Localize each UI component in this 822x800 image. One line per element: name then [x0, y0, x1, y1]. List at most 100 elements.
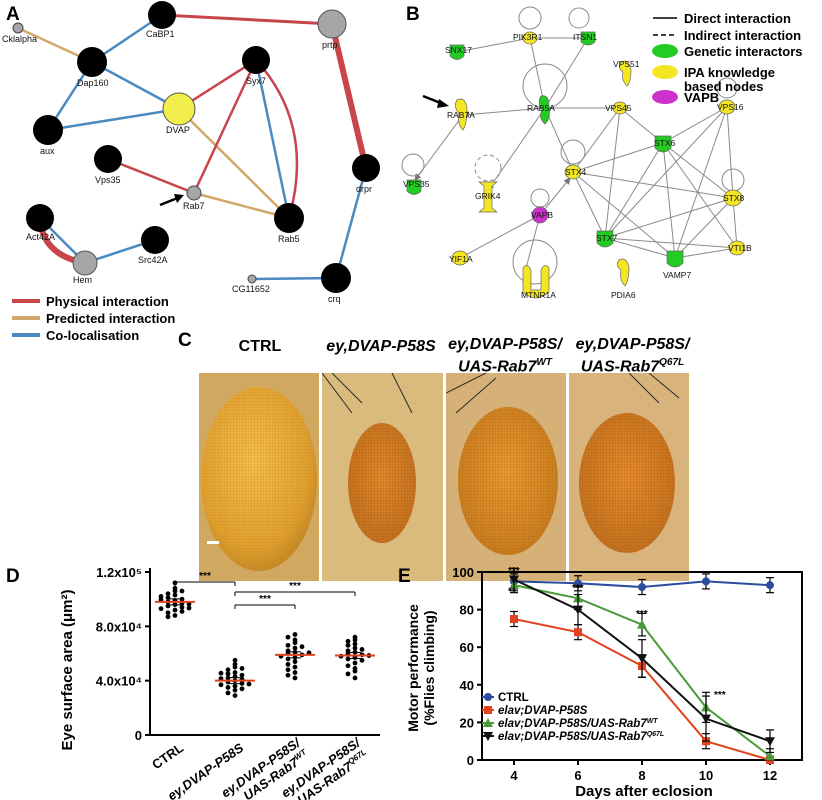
- data-point: [352, 668, 358, 674]
- node-b-vapb: [531, 206, 549, 224]
- series-marker: [484, 706, 492, 714]
- node-b-snx17: [449, 44, 465, 60]
- x-tick-label: 6: [574, 768, 581, 783]
- node-crq: [321, 263, 351, 293]
- y-tick-label: 80: [460, 603, 474, 618]
- data-point: [186, 605, 192, 611]
- node-dap160: [77, 47, 107, 77]
- data-point: [225, 671, 231, 677]
- node-b-vps45: [612, 101, 628, 115]
- series-marker: [573, 605, 583, 615]
- significance-label: ***: [572, 583, 584, 594]
- data-point: [352, 675, 358, 681]
- node-drpr: [352, 154, 380, 182]
- node-label-prtp: prtp: [322, 40, 338, 50]
- node-dvap: [162, 92, 196, 126]
- node-cabp1: [148, 1, 176, 29]
- eye-photo-rab7wt: [446, 373, 566, 581]
- y-tick-label: 20: [460, 715, 474, 730]
- node-label-syx7: Syx7: [246, 76, 266, 86]
- x-tick-label: 8: [638, 768, 645, 783]
- series-marker: [637, 654, 647, 664]
- data-point: [299, 644, 305, 650]
- legend-entry: elav;DVAP-P58S/UAS-Rab7Q67L: [482, 731, 664, 743]
- node-label-cabp1: CaBP1: [146, 29, 175, 39]
- node-b-yif1a: [451, 250, 469, 266]
- data-point: [359, 647, 365, 652]
- data-point: [345, 642, 351, 648]
- node-label-dap160: Dap160: [77, 78, 109, 88]
- data-point: [239, 686, 245, 692]
- eye-area-chart: 0 4.0x10⁴ 8.0x10⁴ 1.2x10⁵ *** *** *** CTRLey,…: [59, 565, 380, 800]
- data-point: [218, 682, 224, 688]
- data-point: [158, 606, 164, 612]
- network-a-nodes: [12, 1, 380, 293]
- data-point: [172, 607, 178, 613]
- data-point: [239, 680, 245, 686]
- data-point: [232, 664, 238, 670]
- y-tick-label: 40: [460, 678, 474, 693]
- node-label-cklalpha: Cklalpha: [2, 34, 37, 44]
- data-point: [179, 588, 185, 594]
- node-label-hem: Hem: [73, 275, 92, 285]
- node-b-grik4: [478, 181, 498, 213]
- series-marker: [637, 619, 647, 629]
- node-vps35: [94, 145, 122, 173]
- series-marker: [483, 718, 493, 727]
- y-tick-label: 0: [467, 753, 474, 768]
- data-point: [285, 642, 291, 648]
- significance-label: ***: [289, 581, 301, 592]
- legend-entry: elav;DVAP-P58S: [482, 705, 588, 717]
- data-point: [359, 657, 365, 663]
- arrow-icon-rab7a: [422, 94, 449, 108]
- node-label-cg11652: CG11652: [232, 284, 270, 294]
- node-label-rab5: Rab5: [278, 234, 300, 244]
- node-b-vti1b: [728, 240, 746, 256]
- data-point: [179, 604, 185, 610]
- node-label-aux: aux: [40, 146, 55, 156]
- legend-label: elav;DVAP-P58S/UAS-Rab7WT: [498, 718, 658, 730]
- node-label-b-vps45: VPS45: [605, 103, 632, 113]
- node-b-pdia6: [617, 258, 630, 287]
- motor-annotations: ***** *********: [508, 566, 726, 701]
- ipa-network-b: SNX17 PIK3R1 ITSN1 RAB7A RAB5A VPS45 VPS…: [401, 6, 803, 300]
- legend-genetic: Genetic interactors: [684, 44, 803, 59]
- significance-label: ***: [636, 609, 648, 620]
- data-point: [285, 634, 291, 640]
- data-point: [345, 671, 351, 677]
- legend-ipa-2: based nodes: [684, 79, 763, 94]
- data-point: [285, 672, 291, 678]
- data-point: [179, 608, 185, 614]
- data-point: [232, 657, 238, 663]
- eye-photo-rab7q67l: [569, 373, 689, 581]
- x-tick-label-line1: CTRL: [149, 740, 186, 772]
- photo-title-rab7q67l-l1: ey,DVAP-P58S/: [575, 336, 690, 353]
- node-b-pik3r1: [522, 31, 538, 45]
- motor-ylabel-line1: Motor performance: [405, 604, 421, 732]
- y-tick-label: 60: [460, 640, 474, 655]
- data-point: [225, 667, 231, 673]
- data-point: [165, 603, 171, 609]
- motor-axes: 0 20 40 60 80 100 4 6 8 10 12: [452, 565, 803, 783]
- data-point: [225, 675, 231, 681]
- motor-legend: CTRLelav;DVAP-P58Selav;DVAP-P58S/UAS-Rab…: [482, 692, 664, 743]
- photo-title-p58s-text: ey,DVAP-P58S: [326, 338, 436, 355]
- node-label-b-vps35: VPS35: [403, 179, 430, 189]
- data-point: [232, 693, 238, 699]
- eye-photo-p58s: [322, 373, 443, 581]
- node-hem: [72, 250, 98, 276]
- legend-label: CTRL: [498, 692, 529, 704]
- legend-b: Direct interaction Indirect interaction …: [652, 11, 803, 105]
- node-label-b-yif1a: YIF1A: [449, 254, 473, 264]
- data-point: [232, 670, 238, 675]
- photo-title-rab7wt: ey,DVAP-P58S/ UAS-Rab7WT: [440, 336, 570, 376]
- series-marker: [701, 714, 711, 724]
- data-point: [292, 632, 298, 637]
- photo-title-rab7q67l: ey,DVAP-P58S/ UAS-Rab7Q67L: [565, 336, 700, 376]
- photo-title-ctrl-text: CTRL: [238, 338, 282, 355]
- node-rab5: [274, 203, 304, 233]
- data-point: [179, 596, 185, 602]
- legend-predicted: Predicted interaction: [46, 311, 175, 326]
- data-point: [292, 645, 298, 651]
- eye-area-means: [155, 598, 375, 685]
